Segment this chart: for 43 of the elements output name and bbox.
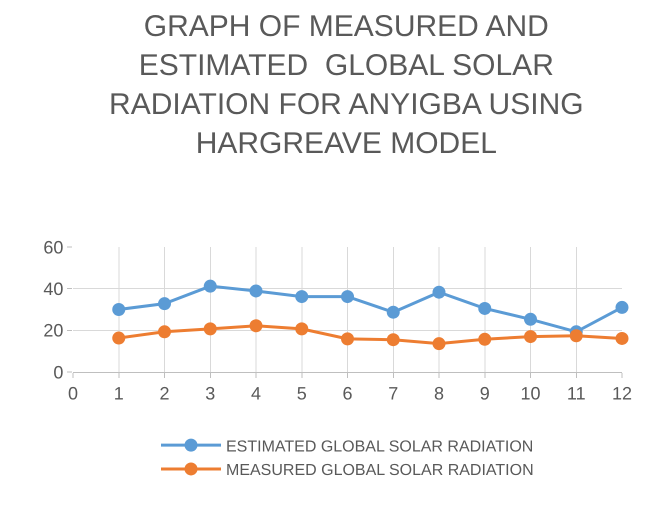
point (616, 300, 628, 314)
x-tick-label: 1 (114, 384, 124, 404)
point (341, 290, 354, 304)
point (295, 290, 308, 304)
point (386, 306, 400, 319)
point (295, 322, 308, 336)
x-tick-label: 10 (520, 384, 541, 404)
chart-title: GRAPH OF MEASURED AND ESTIMATED GLOBAL SOLAR RADIATION FOR ANYIGBA USING HARGREAVE MODEL (109, 10, 584, 160)
x-tick-label: 11 (566, 384, 586, 404)
point (432, 286, 446, 299)
x-tick-label: 8 (434, 384, 444, 404)
y-tick-label: 40 (43, 278, 64, 299)
point (250, 284, 262, 298)
x-tick-label: 3 (205, 384, 216, 404)
point (112, 303, 126, 316)
point (524, 312, 537, 326)
point (478, 302, 492, 315)
x-tick-label: 6 (342, 384, 353, 404)
point (386, 333, 400, 346)
y-tick-label: 60 (43, 237, 64, 258)
legend-label: MEASURED GLOBAL SOLAR RADIATION (226, 462, 534, 480)
point (432, 337, 446, 350)
point (341, 332, 354, 346)
x-tick-label: 7 (388, 384, 398, 404)
x-tick-label: 9 (480, 384, 490, 404)
point (250, 319, 262, 332)
y-tick-label: 0 (53, 362, 64, 382)
point (570, 329, 583, 342)
point (616, 332, 628, 345)
x-tick-label: 12 (612, 384, 632, 404)
point (204, 322, 217, 336)
point (478, 332, 492, 346)
legend-label: ESTIMATED GLOBAL SOLAR RADIATION (226, 438, 534, 456)
y-tick-label: 20 (43, 320, 64, 341)
point (112, 332, 126, 345)
point (524, 330, 537, 344)
x-tick-label: 5 (296, 384, 307, 404)
point (158, 297, 171, 310)
point (204, 280, 217, 293)
x-tick-label: 2 (159, 384, 170, 404)
x-tick-label: 4 (250, 384, 262, 404)
point (158, 325, 171, 338)
x-tick-label: 0 (68, 384, 78, 404)
